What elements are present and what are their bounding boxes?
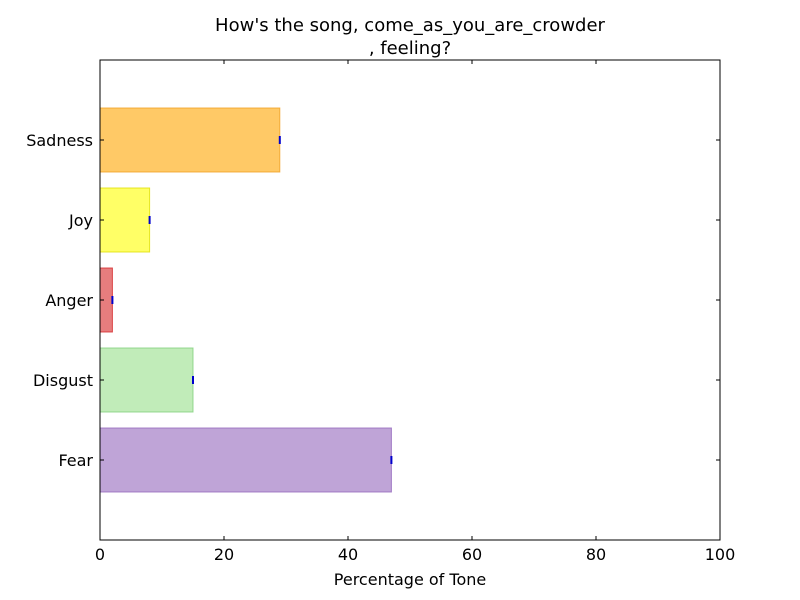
bar-joy bbox=[99, 187, 151, 253]
chart-title: How's the song, come_as_you_are_crowder … bbox=[215, 15, 605, 59]
y-tick-label-anger: Anger bbox=[45, 291, 93, 310]
x-tick-label-0: 0 bbox=[95, 545, 105, 564]
bar-disgust bbox=[99, 347, 194, 413]
x-axis-label: Percentage of Tone bbox=[334, 570, 486, 589]
y-tick-label-disgust: Disgust bbox=[33, 371, 93, 390]
x-tick-label-40: 40 bbox=[338, 545, 358, 564]
x-tick-label-100: 100 bbox=[705, 545, 736, 564]
bar-fear bbox=[99, 427, 392, 493]
x-tick-label-60: 60 bbox=[462, 545, 482, 564]
x-tick-label-80: 80 bbox=[586, 545, 606, 564]
y-tick-label-sadness: Sadness bbox=[26, 131, 93, 150]
chart-title-line-1: How's the song, come_as_you_are_crowder bbox=[215, 15, 605, 36]
x-tick-label-20: 20 bbox=[214, 545, 234, 564]
bars-layer bbox=[99, 107, 393, 493]
bar-sadness bbox=[99, 107, 281, 173]
y-tick-labels: Fear Disgust Anger Joy Sadness bbox=[26, 131, 93, 470]
y-tick-label-fear: Fear bbox=[58, 451, 93, 470]
x-tick-labels: 0 20 40 60 80 100 bbox=[95, 545, 735, 564]
chart-title-line-2: , feeling? bbox=[369, 38, 451, 59]
plot-area-frame bbox=[99, 59, 721, 541]
y-tick-label-joy: Joy bbox=[68, 211, 93, 230]
